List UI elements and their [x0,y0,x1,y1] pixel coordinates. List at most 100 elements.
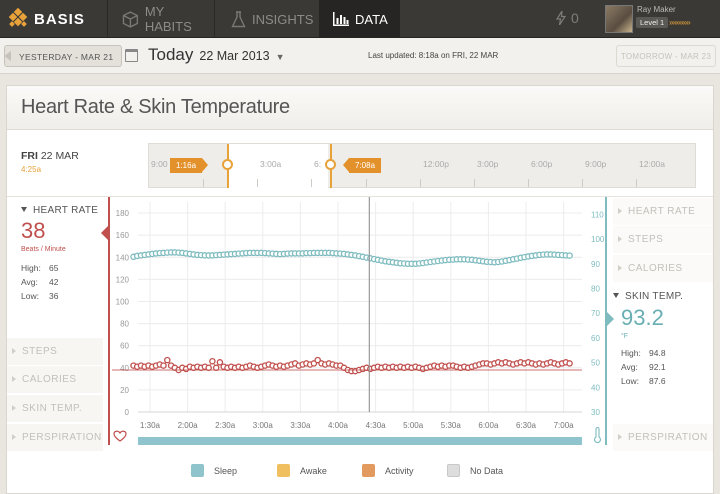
skin-temp-title[interactable]: SKIN TEMP. [613,291,683,302]
y-right-tick-label: 80 [591,284,600,293]
legend-swatch-activity [362,464,375,477]
skin-temp-unit: °F [621,333,629,340]
y-left-tick-label: 40 [120,364,129,373]
x-tick-label: 5:30a [441,421,462,430]
nav-insights-label: INSIGHTS [252,11,314,27]
x-tick-label: 6:30a [516,421,537,430]
sidebar-item-steps[interactable]: STEPS [7,337,103,365]
stat-label: High: [21,263,41,273]
timeline-end-knob[interactable] [325,159,336,170]
timeline-tick-label: 6: [314,159,322,169]
timeline-tick [636,179,637,187]
heart-rate-skin-temp-chart[interactable]: 0 20 40 60 80 100 120 140 160 180 30 40 50 60 70 80 90 1… [110,197,605,445]
sidebar-item-perspiration[interactable]: PERSPIRATION [7,423,103,451]
sidebar-item-calories[interactable]: CALORIES [7,365,103,393]
user-profile[interactable]: Ray Maker Level 1 »»»»»» [604,4,720,34]
avatar[interactable] [605,5,633,33]
heart-rate-title[interactable]: HEART RATE [21,205,98,216]
y-left-tick-label: 0 [125,408,130,417]
sidebar-item-heart-rate[interactable]: HEART RATE [613,197,713,225]
timeline-tick-label: 9:00p [585,159,607,169]
stat-value: 94.8 [649,348,666,358]
heart-rate-point [160,362,167,369]
stat-value: 92.1 [649,362,666,372]
timeline-tick [420,179,421,187]
heart-rate-unit: Beats / Minute [21,246,66,253]
x-tick-label: 3:30a [290,421,311,430]
timeline-start-label: 1:16a [170,158,209,173]
points-value: 0 [571,10,579,26]
legend-swatch-no-data [447,464,460,477]
date-selector[interactable]: Today 22 Mar 2013 ▼ [148,45,284,65]
stat-label: Low: [621,376,639,386]
y-right-tick-label: 90 [591,260,600,269]
x-tick-label: 4:00a [328,421,349,430]
nav-insights[interactable]: INSIGHTS [215,0,318,38]
level-progress-icon: »»»»»» [669,18,691,27]
timeline-tick [474,179,475,187]
heart-rate-high: High: 65 [21,263,58,273]
y-left-tick-label: 60 [120,342,129,351]
y-right-tick-label: 50 [591,359,600,368]
y-right-tick-label: 60 [591,334,600,343]
timeline-tick [582,179,583,187]
x-tick-label: 4:30a [366,421,387,430]
brand[interactable]: BASIS [7,8,85,30]
cube-icon [122,10,139,28]
date-full-label: 22 Mar 2013 [199,49,270,63]
selected-time: 4:25a [21,165,42,174]
bar-chart-icon [333,12,349,26]
x-tick-label: 5:00a [403,421,424,430]
sidebar-item-skin-temp[interactable]: SKIN TEMP. [7,394,103,422]
panel-divider [7,196,713,197]
legend-swatch-sleep [191,464,204,477]
skin-temp-pointer [607,312,614,326]
nav-my-habits[interactable]: MY HABITS [108,0,214,38]
legend-awake: Awake [277,464,327,477]
sidebar-item-perspiration-right[interactable]: PERSPIRATION [613,423,713,451]
nav-separator [107,0,108,38]
stat-label: Avg: [621,362,638,372]
lightning-icon [556,11,566,25]
y-right-tick-label: 100 [591,235,605,244]
stat-value: 87.6 [649,376,666,386]
y-right-tick-label: 70 [591,309,600,318]
nav-my-habits-label: MY HABITS [144,4,192,34]
timeline-tick-label: 6:00p [531,159,553,169]
x-tick-label: 6:00a [478,421,499,430]
points-counter[interactable]: 0 [556,10,579,26]
timeline-start-knob[interactable] [222,159,233,170]
legend-swatch-awake [277,464,290,477]
card-title: Heart Rate & Skin Temperature [21,96,290,118]
y-left-tick-label: 180 [116,209,130,218]
heart-rate-point [209,357,216,365]
timeline-tick-label: 3:00a [260,159,282,169]
calendar-icon[interactable] [125,49,138,62]
tomorrow-button[interactable]: TOMORROW - MAR 23 [616,45,716,67]
y-right-tick-label: 40 [591,383,600,392]
stat-label: Low: [21,291,39,301]
nav-data[interactable]: DATA [319,0,400,38]
heart-rate-point [216,359,224,366]
skin-temp-axis-border [605,197,607,445]
yesterday-button[interactable]: YESTERDAY - MAR 21 [4,45,123,67]
y-left-tick-label: 20 [120,386,129,395]
legend-label: Activity [385,465,414,476]
card-header: Heart Rate & Skin Temperature [7,86,713,130]
timeline-scrubber[interactable]: 9:00 3:00a 6: 12:00p 3:00p 6:00p 9:00p 1… [148,143,696,188]
x-tick-label: 2:30a [215,421,236,430]
y-left-tick-label: 100 [116,297,130,306]
flask-icon [231,10,246,27]
timeline-tick [203,179,204,187]
sidebar-item-steps-right[interactable]: STEPS [613,225,713,253]
chart-overlay [112,197,602,445]
skin-temp-point [566,252,573,259]
skin-temp-low: Low: 87.6 [621,376,666,386]
y-axis-left: 0 20 40 60 80 100 120 140 160 180 [116,209,130,417]
top-nav: BASIS MY HABITS INSIGHTS DATA 0 Ray Make… [0,0,720,38]
nav-separator [214,0,215,38]
stat-label: Avg: [21,277,38,287]
stat-label: High: [621,348,641,358]
sidebar-item-calories-right[interactable]: CALORIES [613,254,713,282]
timeline-tick-label: 3:00p [477,159,499,169]
